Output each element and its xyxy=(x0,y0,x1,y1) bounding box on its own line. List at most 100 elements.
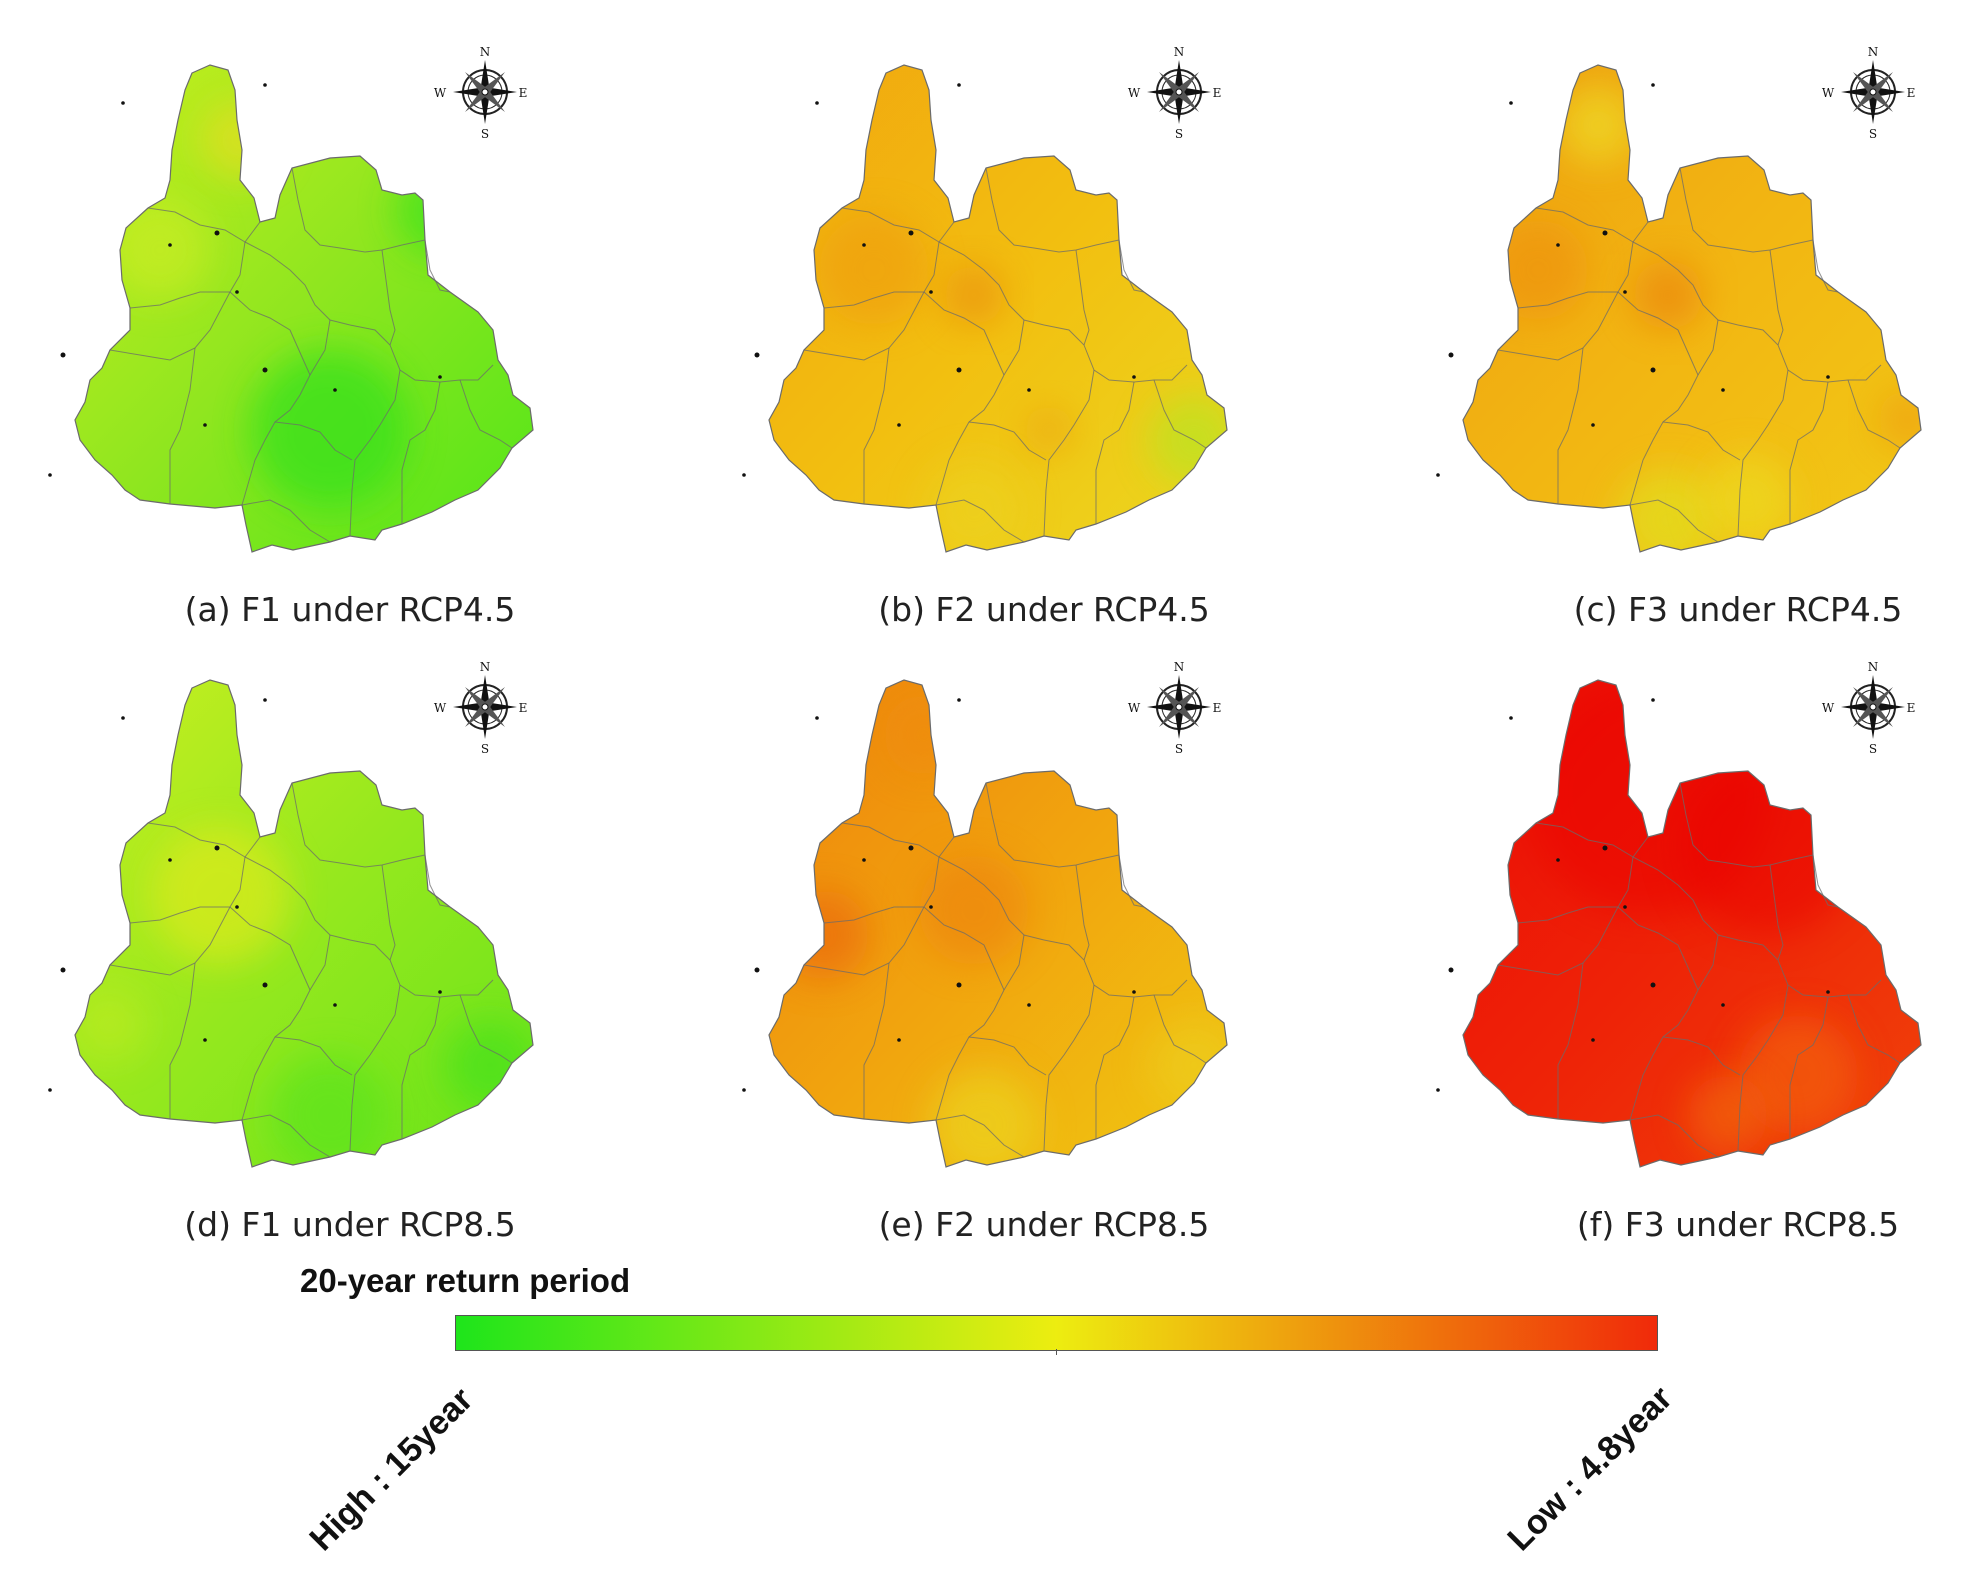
heat-spot xyxy=(250,350,410,510)
station-point xyxy=(1591,1038,1595,1042)
sub-basin-boundary xyxy=(1737,939,1882,998)
sub-basin-boundary xyxy=(109,291,231,361)
sub-basin-boundary xyxy=(1497,291,1619,361)
sub-basin-boundary xyxy=(1629,499,1719,543)
station-point xyxy=(908,230,914,236)
sub-basin-boundary xyxy=(349,939,494,998)
sub-basin-boundary xyxy=(1517,241,1634,309)
sub-basin-boundary xyxy=(1043,984,1095,1152)
sub-basin-boundary xyxy=(1153,994,1207,1064)
compass-rose-icon: N S E W xyxy=(1822,45,1916,141)
compass-label-n: N xyxy=(1868,660,1879,674)
sub-basin-boundary xyxy=(229,291,311,376)
basin-fill xyxy=(75,65,533,552)
sub-basin-boundary xyxy=(803,906,925,976)
caption-f: (f) F3 under RCP8.5 xyxy=(1576,1205,1900,1244)
station-point xyxy=(1826,375,1830,379)
sub-basin-boundary xyxy=(823,241,940,309)
basin-map-c: N S E W xyxy=(1436,45,1922,553)
sub-basin-boundary xyxy=(1075,864,1090,961)
station-point xyxy=(60,967,66,973)
compass-label-e: E xyxy=(1213,701,1222,715)
station-point xyxy=(1650,982,1656,988)
sub-basin-boundary xyxy=(241,499,331,543)
sub-basin-boundary xyxy=(169,347,196,504)
heat-spot xyxy=(919,855,1029,965)
station-point xyxy=(1436,1088,1440,1092)
station-point xyxy=(168,858,172,862)
sub-basin-boundary xyxy=(1095,996,1135,1139)
sub-basin-boundary xyxy=(401,996,441,1139)
sub-basin-boundary xyxy=(1535,822,1649,858)
sub-basin-boundary xyxy=(1043,324,1188,383)
sub-basin-boundary xyxy=(349,324,494,383)
station-point xyxy=(438,375,442,379)
station-point xyxy=(929,905,933,909)
compass-label-w: W xyxy=(1128,86,1141,100)
station-point xyxy=(862,858,866,862)
station-point xyxy=(1448,352,1454,358)
sub-basin-boundary xyxy=(109,906,231,976)
sub-basin-boundary xyxy=(459,379,513,449)
compass-label-w: W xyxy=(434,86,447,100)
caption-d: (d) F1 under RCP8.5 xyxy=(184,1205,516,1244)
basin-map-e: N S E W xyxy=(742,660,1228,1168)
sub-basin-boundary xyxy=(1662,1036,1741,1076)
compass-label-e: E xyxy=(1907,701,1916,715)
station-point xyxy=(262,982,268,988)
sub-basin-boundary xyxy=(401,381,441,524)
compass-label-w: W xyxy=(434,701,447,715)
compass-rose-icon: N S E W xyxy=(434,45,528,141)
legend-color-bar xyxy=(455,1315,1658,1351)
station-point xyxy=(263,698,267,702)
sub-basin-boundary xyxy=(935,319,1025,506)
station-point xyxy=(957,698,961,702)
sub-basin-boundary xyxy=(1629,934,1719,1121)
station-point xyxy=(742,473,746,477)
heat-spot xyxy=(944,265,1004,325)
sub-basin-boundary xyxy=(841,822,955,858)
station-point xyxy=(235,290,239,294)
sub-basin-boundary xyxy=(1769,864,1784,961)
sub-basin-boundary xyxy=(841,207,955,243)
station-point xyxy=(262,367,268,373)
basin-outline xyxy=(1462,64,1922,553)
station-point xyxy=(1623,905,1627,909)
sub-basin-boundary xyxy=(381,864,396,961)
station-point xyxy=(438,990,442,994)
station-point xyxy=(214,845,220,851)
sub-basin-boundary xyxy=(274,421,353,461)
map-panel-e: N S E W xyxy=(724,645,1364,1205)
station-point xyxy=(1509,716,1513,720)
sub-basin-boundary xyxy=(803,291,925,361)
station-point xyxy=(1651,698,1655,702)
caption-c: (c) F3 under RCP4.5 xyxy=(1573,590,1903,629)
heat-spot xyxy=(395,165,485,255)
basin-map-f: N S E W xyxy=(1436,660,1922,1168)
sub-basin-boundary xyxy=(241,934,331,1121)
station-point xyxy=(121,716,125,720)
sub-basin-boundary xyxy=(1847,994,1901,1064)
station-point xyxy=(203,1038,207,1042)
compass-label-n: N xyxy=(1868,45,1879,59)
compass-label-n: N xyxy=(480,660,491,674)
station-point xyxy=(1826,990,1830,994)
legend-title: 20-year return period xyxy=(300,1262,631,1299)
station-point xyxy=(957,83,961,87)
station-point xyxy=(754,967,760,973)
sub-basin-boundary xyxy=(147,822,261,858)
map-panel-b: N S E W xyxy=(724,30,1364,590)
compass-label-n: N xyxy=(480,45,491,59)
sub-basin-boundary xyxy=(1629,319,1719,506)
heat-spot xyxy=(270,1055,390,1167)
sub-basin-boundary xyxy=(863,962,890,1119)
legend-low-label: Low : 4.8year xyxy=(1500,1379,1680,1559)
sub-basin-boundary xyxy=(1557,347,1584,504)
caption-a: (a) F1 under RCP4.5 xyxy=(184,590,516,629)
map-panel-a: N S E W xyxy=(30,30,670,590)
compass-label-s: S xyxy=(1869,127,1877,141)
heat-spot xyxy=(884,695,964,775)
compass-rose-icon: N S E W xyxy=(434,660,528,756)
station-point xyxy=(263,83,267,87)
sub-basin-boundary xyxy=(985,782,1120,868)
